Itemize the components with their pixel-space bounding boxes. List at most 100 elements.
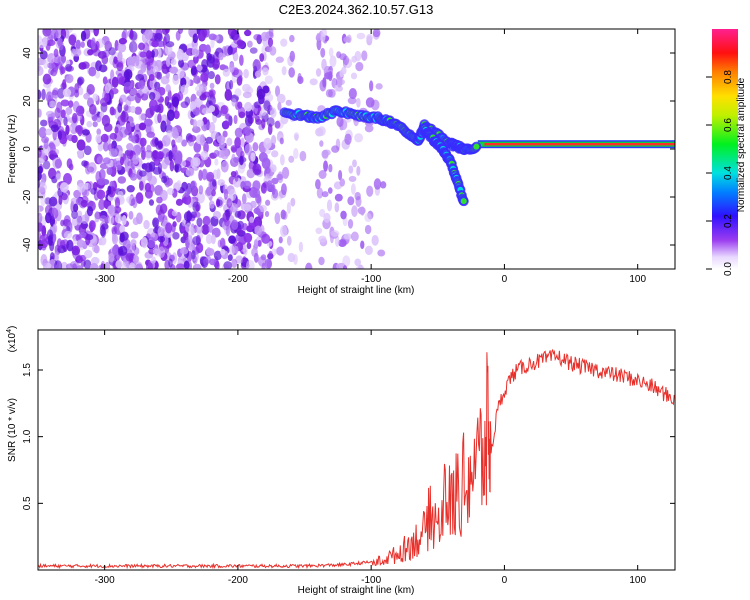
noise-blob (125, 122, 132, 134)
noise-blob (152, 150, 159, 160)
noise-blob (40, 195, 46, 207)
noise-blob (198, 169, 203, 181)
noise-blob (223, 188, 229, 200)
noise-blob (200, 72, 209, 83)
noise-blob (42, 29, 52, 37)
noise-blob (257, 240, 262, 247)
noise-blob (75, 39, 81, 50)
noise-blob (192, 33, 199, 44)
noise-blob (250, 152, 256, 162)
noise-blob (328, 47, 334, 58)
noise-blob (338, 239, 347, 247)
noise-blob (169, 66, 178, 74)
noise-blob (239, 54, 244, 66)
noise-blob (231, 98, 237, 107)
noise-blob (100, 227, 107, 238)
noise-blob (135, 55, 140, 67)
noise-blob (318, 256, 325, 266)
noise-blob (152, 217, 159, 228)
x-tick-label: -200 (228, 274, 248, 285)
noise-blob (45, 128, 53, 136)
noise-blob (223, 120, 230, 130)
noise-blob (216, 168, 221, 180)
noise-blob (113, 56, 118, 64)
noise-blob (80, 30, 87, 42)
noise-blob (150, 50, 155, 58)
noise-blob (193, 141, 202, 153)
noise-blob (315, 68, 322, 77)
noise-blob (377, 249, 386, 257)
noise-blob (138, 113, 146, 122)
noise-blob (38, 65, 44, 76)
noise-blob (280, 225, 288, 238)
noise-blob (330, 230, 340, 237)
noise-blob (355, 265, 365, 269)
noise-blob (183, 231, 189, 241)
noise-blob (356, 165, 361, 176)
noise-blob (120, 111, 129, 123)
noise-blob (149, 99, 158, 112)
noise-blob (271, 183, 276, 196)
noise-blob (209, 90, 214, 98)
noise-blob (241, 193, 247, 205)
noise-blob (340, 210, 347, 220)
noise-blob (100, 133, 109, 143)
chart-title: C2E3.2024.362.10.57.G13 (279, 2, 434, 17)
noise-blob (137, 80, 145, 90)
noise-blob (165, 84, 171, 93)
noise-blob (87, 162, 97, 174)
noise-blob (86, 120, 93, 128)
noise-blob (209, 82, 215, 90)
noise-blob (365, 97, 375, 108)
tone-band-core (484, 143, 675, 146)
noise-blob (222, 130, 228, 138)
noise-blob (148, 175, 158, 186)
noise-blob (175, 198, 183, 206)
colorbar-gradient (712, 29, 738, 269)
noise-blob (125, 252, 134, 262)
noise-blob (265, 199, 271, 206)
noise-blob (208, 121, 216, 134)
noise-blob (277, 101, 282, 111)
noise-blob (355, 61, 364, 72)
noise-blob (169, 159, 175, 172)
noise-blob (96, 189, 106, 200)
noise-blob (108, 204, 116, 217)
noise-blob (171, 139, 176, 148)
y-tick-label: -20 (22, 189, 33, 204)
noise-blob (97, 177, 107, 186)
noise-blob (99, 236, 107, 246)
snr-frame (37, 329, 676, 571)
noise-blob (161, 175, 168, 184)
noise-blob (76, 239, 85, 248)
noise-blob (347, 196, 355, 206)
noise-blob (236, 76, 243, 86)
noise-blob (279, 154, 285, 166)
noise-blob (139, 181, 144, 191)
noise-blob (130, 105, 136, 114)
noise-blob (253, 59, 259, 66)
noise-blob (49, 252, 55, 262)
noise-blob (96, 115, 102, 123)
noise-blob (253, 207, 261, 215)
noise-blob (339, 178, 346, 187)
noise-blob (153, 157, 161, 167)
noise-blob (266, 180, 273, 190)
noise-blob (171, 210, 178, 217)
noise-blob (139, 51, 148, 58)
noise-blob (366, 33, 373, 43)
noise-blob (293, 147, 299, 159)
noise-blob (185, 222, 192, 233)
noise-blob (234, 210, 242, 218)
noise-blob (360, 206, 365, 216)
noise-blob (328, 71, 333, 82)
noise-blob (131, 196, 138, 209)
noise-blob (252, 142, 259, 152)
noise-blob (237, 163, 246, 174)
noise-blob (210, 37, 215, 49)
noise-blob (261, 233, 271, 244)
noise-blob (41, 88, 46, 101)
noise-blob (263, 100, 271, 111)
noise-blob (267, 37, 274, 47)
noise-blob (102, 141, 109, 152)
